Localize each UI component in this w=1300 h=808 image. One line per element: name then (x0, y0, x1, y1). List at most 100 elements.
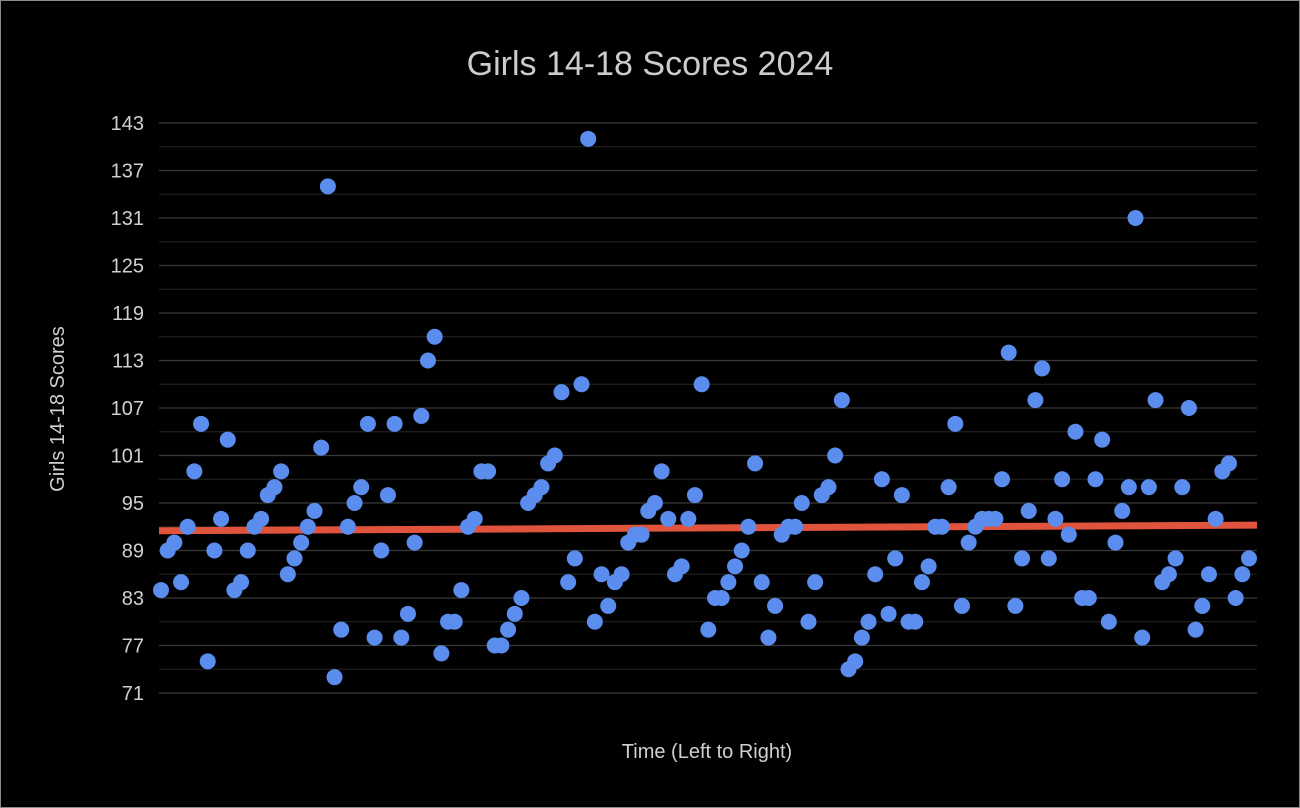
data-point (1180, 400, 1197, 416)
y-tick-label: 137 (111, 161, 144, 183)
data-point (299, 518, 316, 535)
data-point (393, 629, 410, 646)
y-tick-label: 101 (111, 446, 144, 468)
data-point (960, 534, 977, 551)
data-point (1114, 502, 1131, 519)
data-point (333, 621, 350, 638)
data-point (560, 574, 577, 591)
data-point (1120, 479, 1137, 496)
data-point (386, 415, 403, 432)
data-point (686, 487, 703, 504)
chart-title: Girls 14-18 Scores 2024 (467, 45, 834, 83)
data-point (586, 613, 603, 630)
data-point (500, 621, 517, 638)
data-point (1080, 590, 1097, 606)
y-tick-label: 95 (122, 493, 144, 515)
data-point (199, 653, 216, 670)
data-point (1054, 471, 1071, 488)
data-point (1034, 360, 1051, 377)
data-points (153, 130, 1257, 686)
data-point (793, 495, 810, 511)
x-axis-label: Time (Left to Right) (622, 741, 792, 763)
data-point (600, 597, 617, 614)
data-point (506, 605, 523, 622)
data-point (286, 550, 303, 567)
data-point (1194, 597, 1211, 614)
data-point (893, 487, 910, 504)
y-tick-label: 83 (122, 588, 144, 610)
data-point (913, 574, 930, 591)
data-point (800, 613, 817, 630)
data-point (166, 534, 183, 551)
data-point (339, 518, 356, 535)
data-point (233, 574, 250, 591)
data-point (1140, 479, 1157, 496)
data-point (1020, 502, 1037, 519)
data-point (466, 510, 483, 527)
data-point (313, 439, 330, 456)
data-point (653, 463, 670, 480)
data-point (940, 479, 957, 496)
data-point (1067, 423, 1084, 440)
data-point (860, 613, 877, 630)
data-point (1127, 210, 1144, 226)
data-point (573, 376, 590, 393)
data-point (740, 518, 757, 535)
trendline-layer (158, 521, 1258, 535)
data-point (179, 518, 196, 535)
data-point (399, 605, 416, 622)
trendline (158, 521, 1258, 535)
data-point (787, 518, 804, 535)
data-point (1220, 455, 1237, 472)
data-point (713, 590, 730, 606)
data-point (887, 550, 904, 567)
data-point (406, 534, 423, 551)
y-axis-ticks: 143 137 131 125 119 113 107 101 95 89 83 77 71 (111, 113, 144, 705)
data-point (680, 510, 697, 527)
data-point (920, 558, 937, 575)
data-point (366, 629, 383, 646)
data-point (720, 574, 737, 591)
y-tick-label: 125 (111, 256, 144, 278)
data-point (480, 463, 497, 480)
data-point (613, 566, 630, 583)
data-point (186, 463, 203, 480)
data-point (379, 487, 396, 504)
data-point (546, 447, 563, 464)
data-point (273, 463, 290, 480)
y-tick-label: 89 (122, 541, 144, 563)
data-point (847, 653, 864, 670)
data-point (820, 479, 837, 496)
data-point (646, 495, 663, 511)
data-point (833, 392, 850, 409)
data-point (206, 542, 223, 559)
data-point (239, 542, 256, 559)
data-point (907, 613, 924, 630)
data-point (1234, 566, 1251, 583)
data-point (266, 479, 283, 496)
data-point (1227, 590, 1244, 606)
data-point (533, 479, 550, 496)
data-point (673, 558, 690, 575)
data-point (1167, 550, 1184, 567)
data-point (373, 542, 390, 559)
data-point (293, 534, 310, 551)
data-point (693, 376, 710, 393)
data-point (807, 574, 824, 591)
data-point (853, 629, 870, 646)
data-point (1134, 629, 1151, 646)
data-point (453, 582, 470, 599)
y-tick-label: 77 (122, 636, 144, 658)
y-tick-label: 131 (111, 208, 144, 230)
data-point (933, 518, 950, 535)
data-point (493, 637, 510, 654)
data-point (953, 597, 970, 614)
data-point (553, 384, 570, 401)
data-point (1241, 550, 1257, 567)
data-point (419, 352, 436, 369)
data-point (346, 495, 363, 511)
data-point (253, 510, 270, 527)
data-point (700, 621, 717, 638)
